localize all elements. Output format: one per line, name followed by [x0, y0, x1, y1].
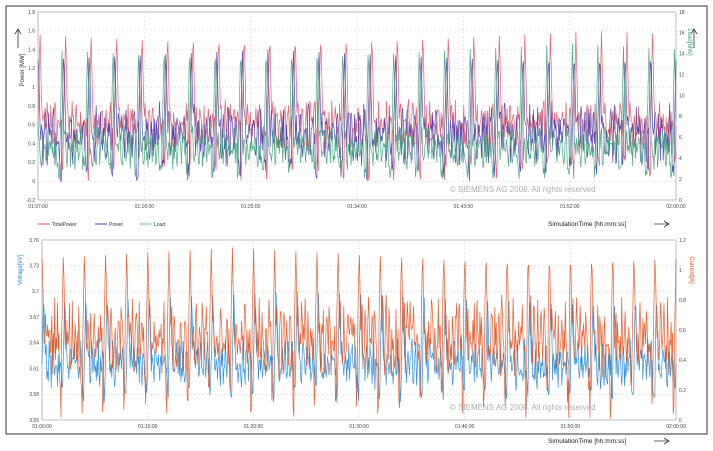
chart-power: -0.200.20.40.60.811.21.41.61.8 024681012…: [5, 5, 708, 435]
y-tick-label: 3.58: [29, 392, 39, 398]
y-tick-label: 0.6: [28, 123, 35, 129]
y-tick-label: 1: [32, 85, 35, 91]
top-legend: TotalPower Power Load: [38, 222, 165, 228]
y-tick-label: 0.2: [28, 160, 35, 166]
y2-tick-label: 6: [679, 135, 682, 141]
top-y-tick-labels: -0.2 0 0.2 0.4 0.6 0.8 1 1.2 1.4 1.6 1.8: [26, 10, 35, 204]
x-tick-label: 01:43:00: [454, 204, 474, 210]
y2-tick-label: 0.8: [679, 298, 686, 304]
y-tick-label: 1.8: [28, 10, 35, 16]
bottom-series-group: [41, 247, 677, 419]
bottom-x-axis-label: SimulationTime [hh:mm:ss]: [548, 438, 626, 445]
y2-tick-label: 8: [679, 114, 682, 120]
y2-tick-label: 0.6: [679, 328, 686, 334]
y-tick-label: 3.7: [32, 289, 39, 295]
x-tick-label: 01:52:00: [560, 204, 580, 210]
y2-tick-label: 1: [679, 268, 682, 274]
y2-tick-label: 0.4: [679, 358, 686, 364]
x-tick-label: 01:10:00: [138, 424, 158, 430]
legend-label-load: Load: [154, 222, 165, 228]
top-y-axis-arrow-icon: [14, 28, 22, 48]
y-tick-label: 3.67: [29, 315, 39, 321]
top-x-axis-label: SimulationTime [hh:mm:ss]: [548, 221, 626, 228]
y-tick-label: -0.2: [26, 198, 35, 204]
legend-label-totalpower: TotalPower: [52, 222, 77, 228]
x-tick-label: 01:07:00: [28, 204, 48, 210]
y2-tick-label: 0: [679, 418, 682, 424]
y2-tick-label: 2: [679, 177, 682, 183]
y2-tick-label: 12: [679, 72, 685, 78]
y-tick-label: 3.73: [29, 264, 39, 270]
series-line-current: [41, 247, 677, 419]
y-tick-label: 0.8: [28, 104, 35, 110]
y-tick-label: 1.6: [28, 29, 35, 35]
bottom-y2-axis-label: Current[A]: [688, 256, 694, 284]
y-tick-label: 0: [32, 179, 35, 185]
x-tick-label: 01:20:00: [244, 424, 264, 430]
y-tick-label: 3.76: [29, 238, 39, 244]
y2-tick-label: 0.2: [679, 388, 686, 394]
x-tick-label: 01:30:00: [349, 424, 369, 430]
bottom-y-axis-label: Voltage[kV]: [18, 254, 24, 285]
x-tick-label: 01:00:00: [32, 424, 52, 430]
y2-tick-label: 16: [679, 31, 685, 37]
chart-frame: [5, 5, 708, 435]
y2-tick-label: 4: [679, 156, 682, 162]
bottom-x-axis-arrow-icon: [654, 437, 670, 445]
legend-label-power: Power: [109, 222, 124, 228]
y2-tick-label: 14: [679, 52, 685, 58]
bottom-y2-tick-labels: 0 0.2 0.4 0.6 0.8 1 1.2: [679, 238, 686, 424]
top-y2-axis-label: Load[MW]: [686, 28, 692, 56]
x-tick-label: 01:25:00: [241, 204, 261, 210]
x-tick-label: 02:00:00: [666, 204, 686, 210]
y2-tick-label: 10: [679, 93, 685, 99]
x-tick-label: 01:40:00: [455, 424, 475, 430]
y-tick-label: 3.64: [29, 341, 39, 347]
series-line-totalpower: [37, 30, 677, 181]
x-tick-label: 02:00:00: [666, 424, 686, 430]
chart-voltage: 3.553.583.613.643.673.73.733.76 00.20.40…: [18, 238, 694, 445]
top-y2-tick-labels: 0 2 4 6 8 10 12 14 16 18: [679, 10, 685, 204]
y2-tick-label: 1.2: [679, 238, 686, 244]
y-tick-label: 0.4: [28, 141, 35, 147]
y-tick-label: 3.61: [29, 366, 39, 372]
series-line-voltage: [41, 291, 677, 403]
series-line-load: [37, 43, 677, 180]
top-y-axis-label: Power [MW]: [20, 53, 26, 86]
y2-tick-label: 18: [679, 10, 685, 16]
y-tick-label: 3.55: [29, 418, 39, 424]
top-y2-axis-arrow-icon: [690, 28, 698, 48]
y2-tick-label: 0: [679, 198, 682, 204]
top-watermark: © SIEMENS AG 2008. All rights reserved: [450, 185, 596, 194]
bottom-watermark: © SIEMENS AG 2008. All rights reserved: [450, 403, 596, 412]
x-tick-label: 01:34:00: [347, 204, 367, 210]
x-tick-label: 01:16:00: [135, 204, 155, 210]
top-series-group: [37, 30, 677, 182]
x-tick-label: 01:50:00: [561, 424, 581, 430]
bottom-y-tick-labels: 3.55 3.58 3.61 3.64 3.67 3.7 3.73 3.76: [29, 238, 39, 424]
top-x-axis-arrow-icon: [654, 220, 670, 228]
y-tick-label: 1.4: [28, 47, 35, 53]
top-x-tick-labels: 01:07:00 01:16:00 01:25:00 01:34:00 01:43:00…: [28, 204, 686, 210]
y-tick-label: 1.2: [28, 66, 35, 72]
bottom-x-tick-labels: 01:00:00 01:10:00 01:20:00 01:30:00 01:40:00…: [32, 424, 686, 430]
